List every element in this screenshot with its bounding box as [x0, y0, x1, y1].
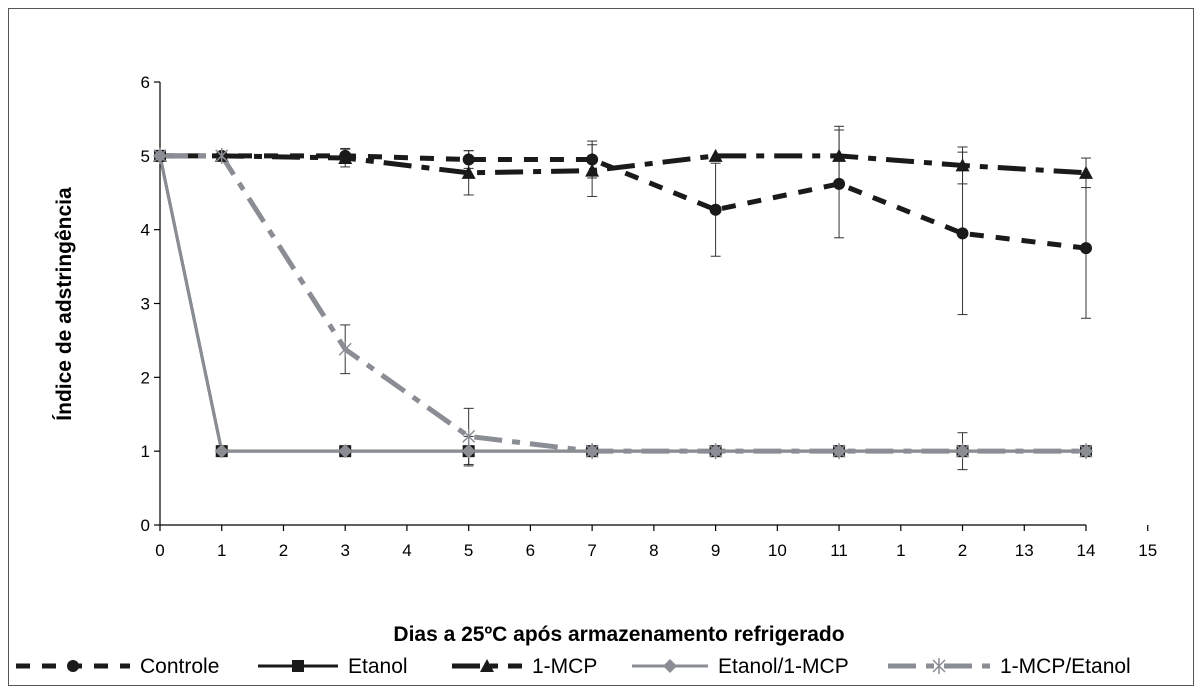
x-tick-label: 7: [587, 541, 596, 560]
legend-marker-1-mcp: [480, 659, 494, 672]
y-tick-label: 2: [141, 368, 150, 387]
y-tick-label: 6: [141, 73, 150, 92]
x-tick-label: 6: [526, 541, 535, 560]
x-tick-label: 3: [340, 541, 349, 560]
data-point-1-mcp-etanol: [338, 341, 352, 358]
series-lines: [158, 153, 1087, 454]
data-point-controle: [1080, 242, 1092, 255]
x-tick-label: 8: [649, 541, 658, 560]
legend-marker-etanol: [292, 660, 304, 672]
data-point-1-mcp: [338, 151, 353, 165]
series-line-1-mcp: [160, 153, 1087, 176]
chart-frame: [8, 8, 1194, 686]
y-tick-label: 4: [141, 221, 150, 240]
legend-label-controle: Controle: [140, 655, 219, 678]
data-point-1-mcp-etanol: [153, 147, 167, 164]
x-tick-label: 11: [830, 541, 848, 560]
series-markers: [153, 147, 1093, 460]
y-tick-label: 0: [141, 516, 150, 535]
data-point-controle: [462, 153, 475, 166]
data-point-1-mcp-etanol: [709, 443, 723, 460]
x-tick-label: 1: [896, 541, 905, 560]
data-point-etanol-1-mcp: [338, 444, 353, 459]
data-point-1-mcp-etanol: [585, 443, 599, 460]
x-tick-label: 10: [768, 541, 787, 560]
data-point-1-mcp-etanol: [462, 428, 476, 445]
data-point-controle: [586, 153, 599, 166]
y-tick-label: 1: [141, 442, 150, 461]
x-tick-label: 1: [217, 541, 226, 560]
data-point-1-mcp: [585, 163, 600, 177]
data-point-1-mcp: [708, 148, 723, 162]
data-point-etanol-1-mcp: [214, 444, 229, 459]
legend-label-etanol: Etanol: [348, 655, 408, 678]
data-point-controle: [956, 227, 969, 240]
series-line-controle: [160, 153, 1087, 251]
legend-marker-controle: [67, 660, 79, 672]
axes: [154, 81, 1149, 531]
y-axis-title: Índice de adstringência: [53, 187, 76, 421]
data-point-1-mcp-etanol: [832, 443, 846, 460]
data-point-1-mcp: [1079, 165, 1093, 179]
x-tick-label: 5: [464, 541, 473, 560]
x-tick-label: 14: [1077, 541, 1096, 560]
x-tick-label: 4: [402, 541, 411, 560]
legend-marker-1-mcp-etanol: [932, 658, 946, 674]
legend-label-etanol-1-mcp: Etanol/1-MCP: [718, 655, 849, 678]
data-point-1-mcp: [832, 148, 847, 162]
series-line-1-mcp-etanol: [160, 153, 1086, 454]
data-point-controle: [709, 203, 722, 216]
x-tick-label: 0: [155, 541, 164, 560]
x-tick-label: 15: [1138, 541, 1157, 560]
data-point-1-mcp: [955, 158, 970, 172]
x-axis-title: Dias a 25ºC após armazenamento refrigera…: [393, 623, 844, 646]
y-tick-label: 5: [141, 147, 150, 166]
data-point-1-mcp-etanol: [215, 147, 229, 164]
legend-label-1-mcp: 1-MCP: [532, 655, 597, 678]
legend-label-1-mcp-etanol: 1-MCP/Etanol: [1000, 655, 1131, 678]
data-point-1-mcp-etanol: [1079, 443, 1093, 460]
data-point-1-mcp-etanol: [956, 443, 970, 460]
x-tick-label: 13: [1015, 541, 1034, 560]
data-point-etanol-1-mcp: [461, 444, 476, 459]
x-tick-label: 2: [958, 541, 967, 560]
x-tick-label: 9: [711, 541, 720, 560]
series-line-etanol-1-mcp: [158, 155, 1086, 453]
x-tick-label: 2: [279, 541, 288, 560]
legend-marker-etanol-1-mcp: [663, 659, 677, 673]
y-tick-label: 3: [141, 295, 150, 314]
legend: Controle Etanol 1-MCP Etanol/1-MCP 1-MCP/Eta…: [16, 655, 1131, 678]
series-line-etanol: [158, 155, 1086, 453]
data-point-controle: [833, 177, 846, 190]
error-bars: [340, 125, 1091, 471]
data-point-1-mcp: [461, 165, 476, 179]
